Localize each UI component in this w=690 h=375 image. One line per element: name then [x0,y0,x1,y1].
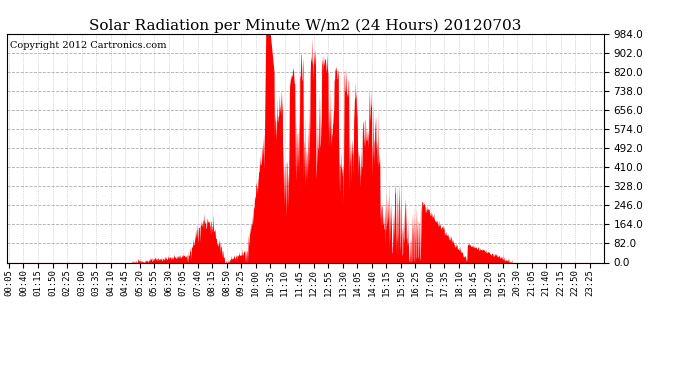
Title: Solar Radiation per Minute W/m2 (24 Hours) 20120703: Solar Radiation per Minute W/m2 (24 Hour… [89,18,522,33]
Text: Copyright 2012 Cartronics.com: Copyright 2012 Cartronics.com [10,40,166,50]
